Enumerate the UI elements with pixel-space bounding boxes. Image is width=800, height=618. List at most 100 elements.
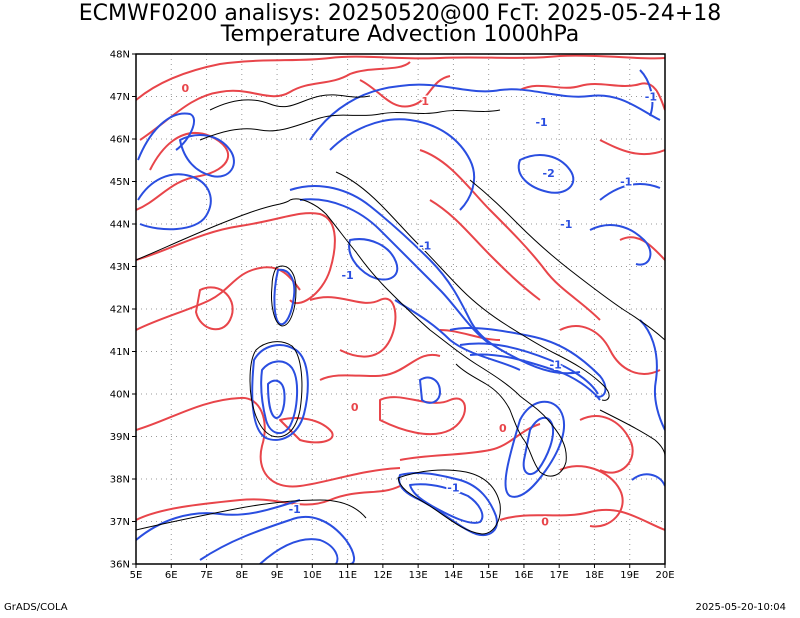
blue-contour (299, 198, 491, 345)
blue-contour (348, 238, 399, 281)
blue-contour (459, 342, 599, 395)
contour-label: -1 (289, 503, 301, 516)
blue-contour (179, 134, 235, 178)
software-credit: GrADS/COLA (4, 602, 68, 613)
lat-tick-label: 48N (110, 50, 130, 61)
contour-label: -1 (419, 239, 431, 252)
red-contour (519, 82, 665, 111)
red-contour (309, 296, 397, 358)
lat-tick-label: 39N (110, 432, 130, 443)
red-contour (279, 417, 334, 444)
blue-contour (589, 224, 652, 266)
red-contour (136, 54, 665, 101)
contour-label: 1 (421, 95, 429, 108)
contour-label: -1 (560, 218, 572, 231)
map-subtitle: Temperature Advection 1000hPa (220, 22, 580, 47)
alps-border-2 (209, 94, 371, 111)
lat-tick-label: 37N (110, 517, 130, 528)
lon-tick-label: 9E (271, 570, 284, 581)
blue-contour (259, 538, 339, 564)
lat-tick-label: 41N (110, 347, 130, 358)
blue-contour (639, 69, 654, 117)
blue-contour (267, 379, 286, 419)
plot-area (136, 54, 665, 564)
alps-border (199, 109, 501, 141)
contour-label: -1 (645, 91, 657, 104)
blue-contour (409, 483, 484, 524)
corsica-coast (271, 265, 297, 327)
albania-greece-coast (599, 409, 665, 457)
blue-contour (419, 376, 441, 404)
lon-tick-label: 20E (655, 570, 674, 581)
lon-tick-label: 15E (479, 570, 498, 581)
lat-lon-grid (136, 54, 665, 564)
positive-advection-contours (136, 54, 665, 531)
blue-contour (469, 353, 601, 401)
red-contour (419, 149, 601, 321)
lon-tick-label: 12E (373, 570, 392, 581)
blue-contour (260, 360, 298, 435)
blue-contour (273, 268, 296, 326)
lat-tick-label: 45N (110, 177, 130, 188)
blue-contour (631, 473, 665, 487)
contour-label: 0 (182, 82, 190, 95)
lon-tick-label: 8E (235, 570, 248, 581)
contour-label: -2 (543, 167, 555, 180)
red-contour (399, 423, 541, 461)
contour-label: 0 (499, 422, 507, 435)
lon-tick-label: 18E (585, 570, 604, 581)
blue-contour (599, 183, 661, 201)
red-contour (319, 353, 441, 381)
blue-contour (504, 400, 565, 498)
contour-label: 0 (541, 516, 549, 529)
lat-tick-label: 46N (110, 135, 130, 146)
north-africa-coast (136, 499, 367, 531)
blue-contour (394, 299, 521, 371)
red-contour (429, 199, 541, 301)
red-contour (139, 61, 411, 141)
blue-contour (309, 83, 661, 141)
lat-tick-label: 38N (110, 475, 130, 486)
french-coast (136, 199, 291, 261)
red-contour (559, 465, 624, 528)
lat-tick-label: 44N (110, 220, 130, 231)
sardinia-coast (249, 341, 303, 438)
blue-contour (517, 154, 575, 194)
blue-contour (329, 118, 476, 211)
contour-label: -1 (447, 482, 459, 495)
lat-tick-label: 43N (110, 262, 130, 273)
lat-tick-label: 36N (110, 560, 130, 571)
red-contour (439, 329, 501, 341)
red-contour (579, 415, 634, 474)
lon-tick-label: 6E (165, 570, 178, 581)
red-contour (136, 212, 336, 305)
red-contour (499, 508, 665, 531)
lon-tick-label: 19E (620, 570, 639, 581)
adriatic-coast (335, 171, 610, 401)
blue-contour (251, 344, 309, 441)
contour-labels: -1 -1 -2 -1 -1 -1 -1 -1 -1 -1 1 0 0 0 0 (180, 81, 658, 531)
red-contour (559, 325, 661, 375)
contour-label: -1 (550, 358, 562, 371)
red-contour (379, 396, 466, 436)
red-contour (136, 396, 401, 488)
lon-tick-label: 16E (514, 570, 533, 581)
red-contour (136, 132, 230, 211)
lon-tick-label: 11E (338, 570, 357, 581)
contour-label: -1 (535, 116, 547, 129)
lat-tick-label: 42N (110, 305, 130, 316)
blue-contour (449, 326, 607, 398)
red-contour (195, 286, 234, 331)
sicily-coast (397, 469, 501, 535)
render-timestamp: 2025-05-20-10:04 (695, 602, 786, 613)
red-contour (599, 139, 665, 156)
contour-label: 0 (351, 401, 359, 414)
italy-peninsula-coast (289, 198, 567, 477)
lon-tick-label: 13E (409, 570, 428, 581)
contour-label: -1 (341, 269, 353, 282)
lon-tick-label: 10E (303, 570, 322, 581)
blue-contour (522, 416, 554, 476)
contour-label: -1 (620, 176, 632, 189)
blue-contour (199, 515, 356, 564)
